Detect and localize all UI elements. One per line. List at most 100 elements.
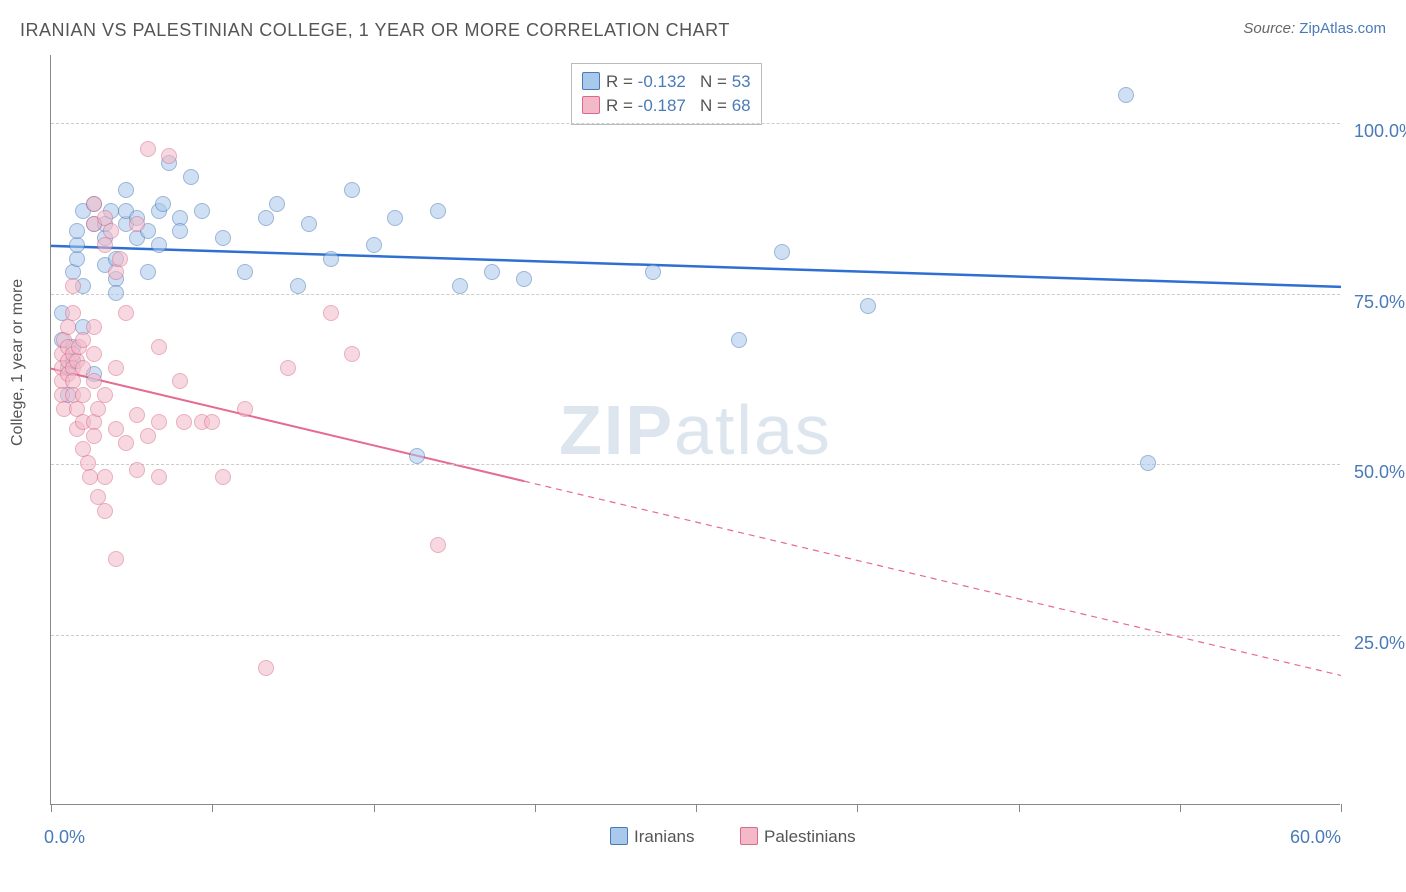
data-point [112,251,128,267]
x-tick [374,804,375,812]
data-point [108,551,124,567]
data-point [108,264,124,280]
data-point [1140,455,1156,471]
legend-stats-box: R = -0.132 N = 53R = -0.187 N = 68 [571,63,762,125]
data-point [90,401,106,417]
data-point [194,203,210,219]
data-point [1118,87,1134,103]
data-point [69,251,85,267]
x-tick [857,804,858,812]
watermark: ZIPatlas [559,390,832,470]
data-point [75,387,91,403]
data-point [65,305,81,321]
data-point [183,169,199,185]
trend-lines [51,55,1341,805]
data-point [237,264,253,280]
data-point [430,537,446,553]
data-point [97,237,113,253]
data-point [151,237,167,253]
data-point [118,305,134,321]
x-tick [1180,804,1181,812]
data-point [452,278,468,294]
data-point [161,148,177,164]
source-link[interactable]: ZipAtlas.com [1299,20,1386,37]
data-point [387,210,403,226]
data-point [344,182,360,198]
source-label: Source: [1243,20,1299,37]
data-point [409,448,425,464]
data-point [269,196,285,212]
x-tick-label: 60.0% [1290,827,1341,848]
data-point [516,271,532,287]
x-tick [1019,804,1020,812]
y-tick-label: 75.0% [1354,292,1405,313]
data-point [108,285,124,301]
data-point [280,360,296,376]
chart-title: IRANIAN VS PALESTINIAN COLLEGE, 1 YEAR O… [20,20,730,41]
y-tick-label: 100.0% [1354,121,1406,142]
data-point [69,223,85,239]
data-point [155,196,171,212]
data-point [86,346,102,362]
data-point [75,332,91,348]
data-point [176,414,192,430]
data-point [129,216,145,232]
data-point [103,223,119,239]
data-point [82,469,98,485]
legend-stat-row: R = -0.132 N = 53 [582,70,751,94]
data-point [290,278,306,294]
data-point [151,469,167,485]
x-tick-label: 0.0% [44,827,85,848]
data-point [344,346,360,362]
data-point [97,387,113,403]
data-point [258,210,274,226]
legend-item: Palestinians [740,827,856,847]
data-point [108,360,124,376]
source: Source: ZipAtlas.com [1243,20,1386,37]
data-point [204,414,220,430]
data-point [215,230,231,246]
scatter-plot: ZIPatlas R = -0.132 N = 53R = -0.187 N =… [50,55,1340,805]
legend-stat-row: R = -0.187 N = 68 [582,94,751,118]
data-point [860,298,876,314]
data-point [430,203,446,219]
data-point [86,196,102,212]
y-tick-label: 50.0% [1354,462,1405,483]
gridline [51,635,1340,636]
data-point [97,469,113,485]
data-point [69,237,85,253]
data-point [237,401,253,417]
legend-item: Iranians [610,827,694,847]
y-tick-label: 25.0% [1354,633,1405,654]
data-point [645,264,661,280]
data-point [301,216,317,232]
data-point [731,332,747,348]
x-tick [696,804,697,812]
data-point [129,462,145,478]
data-point [86,373,102,389]
data-point [258,660,274,676]
chart-header: IRANIAN VS PALESTINIAN COLLEGE, 1 YEAR O… [20,20,1386,41]
data-point [118,435,134,451]
data-point [323,305,339,321]
y-axis-label: College, 1 year or more [9,279,27,446]
x-tick [535,804,536,812]
data-point [140,264,156,280]
x-tick [1341,804,1342,812]
data-point [140,141,156,157]
data-point [774,244,790,260]
data-point [86,428,102,444]
data-point [172,373,188,389]
data-point [129,407,145,423]
data-point [172,223,188,239]
data-point [140,428,156,444]
data-point [151,339,167,355]
x-tick [51,804,52,812]
data-point [60,319,76,335]
data-point [86,319,102,335]
data-point [323,251,339,267]
data-point [215,469,231,485]
data-point [75,360,91,376]
data-point [484,264,500,280]
data-point [97,503,113,519]
